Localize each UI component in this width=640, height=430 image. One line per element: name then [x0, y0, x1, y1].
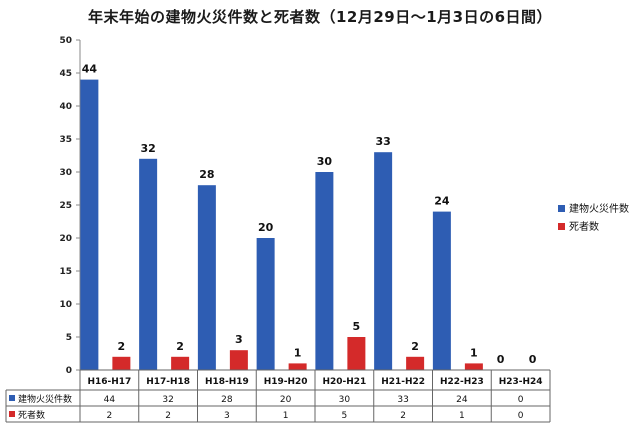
y-tick-label: 25: [59, 201, 72, 211]
x-tick-label: H17-H18: [146, 377, 190, 387]
bar-deaths: [288, 363, 307, 370]
data-label-deaths: 1: [470, 346, 478, 359]
data-label-fires: 30: [317, 155, 333, 168]
y-tick-label: 5: [66, 333, 72, 343]
data-label-fires: 44: [82, 63, 98, 76]
bar-fires: [432, 211, 451, 370]
bar-deaths: [464, 363, 483, 370]
bar-fires: [197, 185, 216, 370]
table-cell-deaths: 5: [342, 411, 348, 421]
bar-deaths: [406, 356, 425, 370]
x-tick-label: H16-H17: [87, 377, 131, 387]
y-tick-label: 35: [59, 135, 72, 145]
table-cell-fires: 30: [339, 395, 351, 405]
y-tick-label: 10: [59, 300, 72, 310]
data-label-deaths: 1: [294, 346, 302, 359]
legend-label-fires: 建物火災件数: [569, 202, 629, 215]
data-label-deaths: 0: [529, 353, 537, 366]
data-label-deaths: 5: [353, 320, 361, 333]
bar-deaths: [229, 350, 248, 370]
bar-fires: [315, 172, 334, 370]
table-cell-fires: 44: [104, 395, 116, 405]
table-row-label-deaths: 死者数: [18, 409, 45, 421]
y-tick-label: 50: [59, 36, 72, 46]
x-tick-label: H19-H20: [264, 377, 308, 387]
bar-fires: [80, 79, 99, 370]
table-row-label-fires: 建物火災件数: [18, 393, 72, 405]
x-tick-label: H22-H23: [440, 377, 484, 387]
bar-fires: [374, 152, 393, 370]
table-cell-fires: 28: [221, 395, 233, 405]
data-label-fires: 28: [199, 168, 214, 181]
table-cell-deaths: 1: [283, 411, 289, 421]
x-tick-label: H23-H24: [499, 377, 543, 387]
y-tick-label: 30: [59, 168, 72, 178]
bar-deaths: [112, 356, 131, 370]
data-label-deaths: 3: [235, 333, 243, 346]
data-label-fires: 33: [375, 135, 390, 148]
y-tick-label: 40: [59, 102, 72, 112]
table-cell-fires: 20: [280, 395, 292, 405]
table-cell-deaths: 2: [400, 411, 406, 421]
data-label-fires: 24: [434, 195, 450, 208]
bar-deaths: [171, 356, 190, 370]
data-label-deaths: 2: [411, 340, 419, 353]
legend-swatch-fires: [558, 205, 565, 212]
data-label-deaths: 2: [118, 340, 126, 353]
x-tick-label: H20-H21: [322, 377, 366, 387]
table-cell-deaths: 2: [165, 411, 171, 421]
x-tick-label: H21-H22: [381, 377, 425, 387]
table-key-fires: [9, 395, 15, 401]
data-label-fires: 32: [140, 142, 155, 155]
bar-fires: [256, 238, 275, 370]
x-tick-label: H18-H19: [205, 377, 249, 387]
table-cell-fires: 24: [456, 395, 468, 405]
y-tick-label: 0: [66, 366, 72, 376]
table-cell-deaths: 0: [518, 411, 524, 421]
data-label-fires: 0: [497, 353, 505, 366]
y-tick-label: 20: [59, 234, 72, 244]
table-cell-fires: 33: [397, 395, 408, 405]
bar-fires: [139, 158, 158, 370]
chart-title: 年末年始の建物火災件数と死者数（12月29日～1月3日の6日間）: [87, 8, 553, 26]
table-cell-fires: 0: [518, 395, 524, 405]
table-cell-deaths: 3: [224, 411, 230, 421]
y-tick-label: 45: [59, 69, 72, 79]
y-tick-label: 15: [59, 267, 72, 277]
bar-deaths: [347, 337, 366, 370]
legend-label-deaths: 死者数: [569, 220, 599, 233]
legend-swatch-deaths: [558, 223, 565, 230]
data-label-fires: 20: [258, 221, 274, 234]
table-cell-deaths: 1: [459, 411, 465, 421]
table-cell-deaths: 2: [107, 411, 113, 421]
data-label-deaths: 2: [176, 340, 184, 353]
table-key-deaths: [9, 411, 15, 417]
table-cell-fires: 32: [162, 395, 173, 405]
